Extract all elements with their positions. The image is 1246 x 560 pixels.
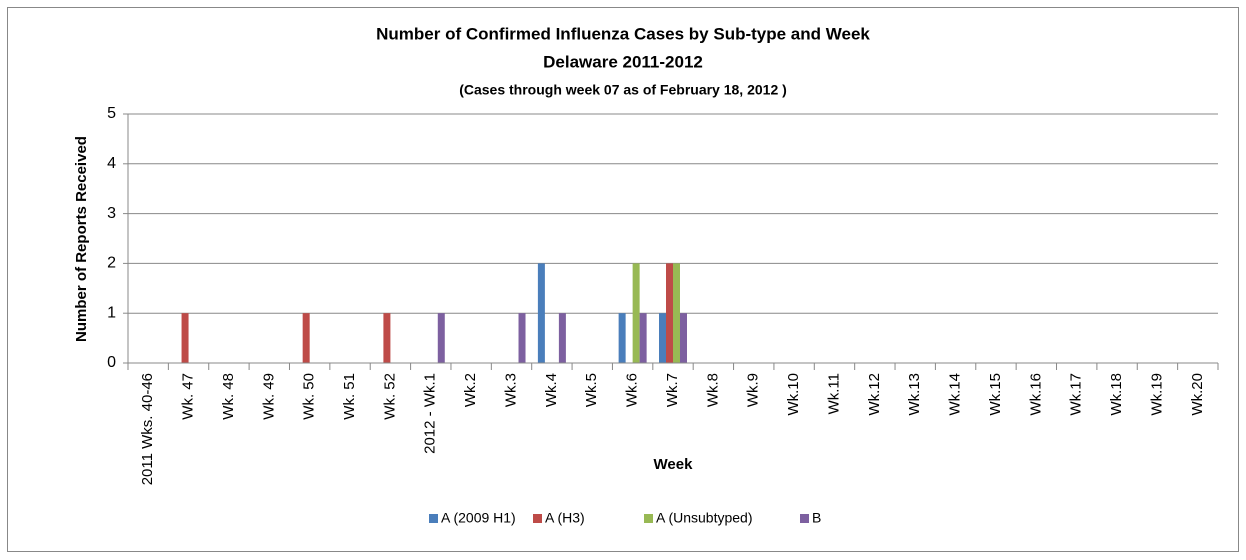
y-tick-label: 5 <box>107 105 116 122</box>
bar <box>518 313 526 363</box>
bar <box>666 263 673 363</box>
x-tick-label: Wk.15 <box>987 373 1004 416</box>
legend-label: A (2009 H1) <box>441 510 516 526</box>
x-tick-label: Wk. 49 <box>260 373 277 420</box>
legend-swatch <box>533 514 542 523</box>
bar <box>437 313 445 363</box>
x-tick-label: Wk.2 <box>462 373 479 407</box>
bar <box>639 313 647 363</box>
bar <box>181 313 189 363</box>
x-tick-label: Wk.8 <box>704 373 721 407</box>
x-tick-label: Wk.11 <box>825 373 842 414</box>
x-tick-label: Wk. 51 <box>341 373 358 420</box>
x-tick-label: Wk. 47 <box>180 373 197 420</box>
legend-label: A (H3) <box>545 510 585 526</box>
x-tick-label: Wk.4 <box>543 373 560 407</box>
x-tick-label: Wk.16 <box>1027 373 1044 416</box>
x-tick-label: Wk.20 <box>1189 373 1206 416</box>
x-tick-label: Wk.6 <box>624 373 641 407</box>
x-tick-label: Wk.13 <box>906 373 923 416</box>
legend-swatch <box>644 514 653 523</box>
x-tick-label: Wk. 52 <box>381 373 398 420</box>
y-tick-label: 3 <box>107 205 116 222</box>
x-tick-label: Wk.9 <box>745 373 762 407</box>
legend-swatch <box>800 514 809 523</box>
bar <box>659 313 666 363</box>
bar <box>680 313 687 363</box>
legend-label: A (Unsubtyped) <box>656 510 753 526</box>
y-tick-label: 4 <box>107 155 116 172</box>
x-tick-label: Wk.3 <box>502 373 519 407</box>
bar <box>632 263 640 363</box>
bar <box>302 313 310 363</box>
x-tick-label: Wk.7 <box>664 373 681 407</box>
legend-swatch <box>429 514 438 523</box>
x-tick-label: Wk.10 <box>785 373 802 416</box>
bar <box>537 263 545 363</box>
x-axis-label: Week <box>654 456 694 473</box>
x-tick-label: Wk.19 <box>1148 373 1165 416</box>
bar <box>673 263 680 363</box>
x-tick-label: Wk.5 <box>583 373 600 407</box>
x-tick-label: 2011 Wks. 40-46 <box>139 373 156 485</box>
x-tick-label: Wk.14 <box>947 373 964 416</box>
x-tick-label: Wk.12 <box>866 373 883 416</box>
y-tick-label: 0 <box>107 354 116 371</box>
chart-border <box>7 7 1239 552</box>
chart-subtitle: Delaware 2011-2012 <box>543 52 703 71</box>
x-tick-label: Wk. 50 <box>301 373 318 420</box>
y-tick-label: 1 <box>107 304 116 321</box>
bar <box>618 313 626 363</box>
y-axis-label: Number of Reports Received <box>73 136 90 342</box>
chart-title: Number of Confirmed Influenza Cases by S… <box>376 24 870 43</box>
x-tick-label: Wk.18 <box>1108 373 1125 416</box>
bar <box>558 313 566 363</box>
y-tick-label: 2 <box>107 255 116 272</box>
bar <box>383 313 391 363</box>
legend-label: B <box>812 510 821 526</box>
chart-note: (Cases through week 07 as of February 18… <box>459 82 787 98</box>
x-tick-label: 2012 - Wk.1 <box>422 373 439 454</box>
x-tick-label: Wk. 48 <box>220 373 237 420</box>
x-tick-label: Wk.17 <box>1068 373 1085 416</box>
